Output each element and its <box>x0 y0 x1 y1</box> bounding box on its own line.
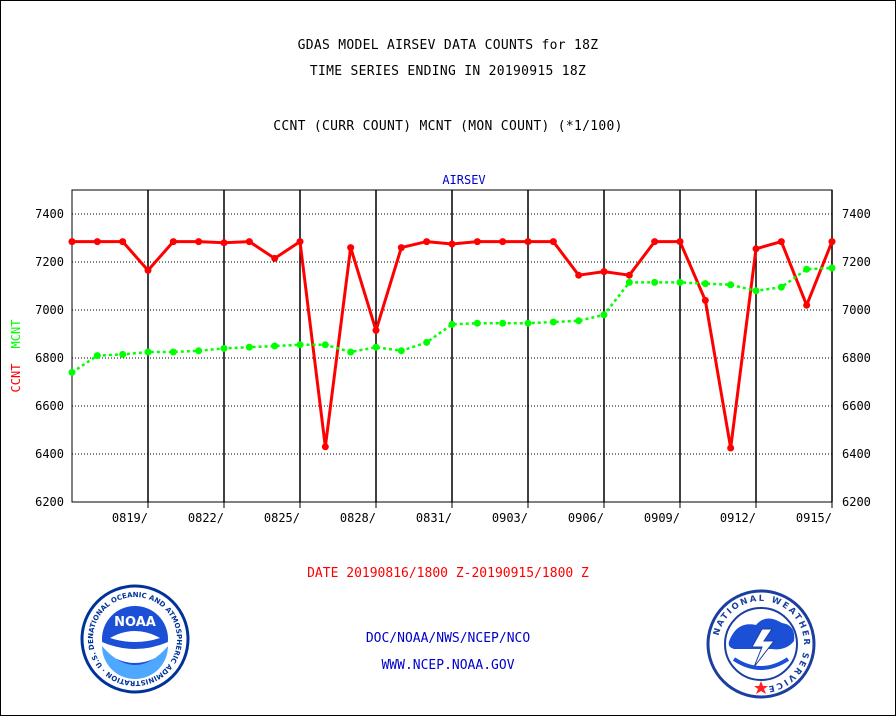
data-point-mcnt <box>499 319 507 327</box>
y-tick-label-right: 6200 <box>842 495 871 509</box>
data-point-ccnt <box>372 326 380 334</box>
y-tick-label-left: 7200 <box>35 255 64 269</box>
data-point-ccnt <box>144 266 152 274</box>
data-point-ccnt <box>68 238 76 246</box>
chart-title-line2: TIME SERIES ENDING IN 20190915 18Z <box>309 64 587 79</box>
x-tick-label: 0825/ <box>264 511 300 525</box>
y-axis-label-ccnt: CCNT <box>9 364 23 393</box>
data-point-mcnt <box>701 280 709 288</box>
data-point-ccnt <box>93 238 101 246</box>
data-point-mcnt <box>195 347 203 355</box>
data-point-ccnt <box>499 238 507 246</box>
data-point-mcnt <box>803 265 811 273</box>
data-point-ccnt <box>676 238 684 246</box>
data-point-mcnt <box>448 320 456 328</box>
data-point-mcnt <box>93 352 101 360</box>
data-point-ccnt <box>423 238 431 246</box>
nws-logo: NATIONAL WEATHER SERVICE <box>706 589 816 699</box>
data-point-mcnt <box>68 368 76 376</box>
data-point-mcnt <box>372 343 380 351</box>
data-point-mcnt <box>625 278 633 286</box>
x-tick-label: 0819/ <box>112 511 148 525</box>
data-point-mcnt <box>777 283 785 291</box>
data-point-mcnt <box>347 348 355 356</box>
y-tick-label-right: 6600 <box>842 399 871 413</box>
y-tick-label-left: 6400 <box>35 447 64 461</box>
data-point-ccnt <box>271 254 279 262</box>
date-range-label: DATE 20190816/1800 Z-20190915/1800 Z <box>307 566 589 581</box>
data-point-ccnt <box>752 245 760 253</box>
y-axis-label-mcnt: MCNT <box>9 320 23 349</box>
data-point-mcnt <box>651 278 659 286</box>
y-tick-label-right: 6400 <box>842 447 871 461</box>
data-point-ccnt <box>245 238 253 246</box>
data-point-mcnt <box>119 350 127 358</box>
data-point-mcnt <box>524 319 532 327</box>
data-point-ccnt <box>549 238 557 246</box>
data-point-ccnt <box>651 238 659 246</box>
data-point-ccnt <box>397 244 405 252</box>
data-point-mcnt <box>828 264 836 272</box>
data-point-ccnt <box>625 271 633 279</box>
data-point-ccnt <box>524 238 532 246</box>
y-tick-label-right: 7200 <box>842 255 871 269</box>
data-point-ccnt <box>347 244 355 252</box>
noaa-logo-text: NOAA <box>114 615 156 630</box>
data-point-mcnt <box>473 319 481 327</box>
data-point-ccnt <box>321 443 329 451</box>
data-point-ccnt <box>119 238 127 246</box>
data-point-ccnt <box>777 238 785 246</box>
x-tick-label: 0822/ <box>188 511 224 525</box>
data-point-mcnt <box>321 341 329 349</box>
y-tick-label-left: 6800 <box>35 351 64 365</box>
data-point-mcnt <box>727 281 735 289</box>
y-tick-label-left: 6600 <box>35 399 64 413</box>
data-point-mcnt <box>600 311 608 319</box>
website-label: WWW.NCEP.NOAA.GOV <box>381 658 515 673</box>
x-tick-label: 0915/ <box>796 511 832 525</box>
data-point-mcnt <box>271 342 279 350</box>
data-point-mcnt <box>575 317 583 325</box>
y-tick-label-left: 7000 <box>35 303 64 317</box>
data-point-mcnt <box>169 348 177 356</box>
x-tick-label: 0903/ <box>492 511 528 525</box>
x-tick-label: 0906/ <box>568 511 604 525</box>
data-point-ccnt <box>448 240 456 248</box>
plot-label: AIRSEV <box>442 173 485 187</box>
data-point-ccnt <box>220 239 228 247</box>
x-tick-label: 0912/ <box>720 511 756 525</box>
y-tick-label-right: 6800 <box>842 351 871 365</box>
y-tick-label-right: 7000 <box>842 303 871 317</box>
data-point-mcnt <box>144 348 152 356</box>
chart-subtitle: CCNT (CURR COUNT) MCNT (MON COUNT) (*1/1… <box>273 119 623 134</box>
data-point-mcnt <box>245 343 253 351</box>
data-point-ccnt <box>701 296 709 304</box>
data-point-ccnt <box>169 238 177 246</box>
data-point-ccnt <box>296 238 304 246</box>
chart-title-line1: GDAS MODEL AIRSEV DATA COUNTS for 18Z <box>297 38 599 53</box>
org-path-label: DOC/NOAA/NWS/NCEP/NCO <box>365 631 531 646</box>
data-point-ccnt <box>473 238 481 246</box>
data-point-mcnt <box>549 318 557 326</box>
y-tick-label-right: 7400 <box>842 207 871 221</box>
y-tick-label-left: 6200 <box>35 495 64 509</box>
data-point-ccnt <box>828 238 836 246</box>
y-tick-label-left: 7400 <box>35 207 64 221</box>
data-point-ccnt <box>803 301 811 309</box>
data-point-ccnt <box>195 238 203 246</box>
x-tick-label: 0909/ <box>644 511 680 525</box>
data-point-ccnt <box>600 268 608 276</box>
data-point-mcnt <box>397 347 405 355</box>
data-point-mcnt <box>296 341 304 349</box>
x-tick-label: 0831/ <box>416 511 452 525</box>
data-point-mcnt <box>423 338 431 346</box>
data-point-ccnt <box>575 271 583 279</box>
data-point-mcnt <box>752 287 760 295</box>
data-point-ccnt <box>727 444 735 452</box>
data-point-mcnt <box>220 344 228 352</box>
x-tick-label: 0828/ <box>340 511 376 525</box>
data-point-mcnt <box>676 278 684 286</box>
noaa-logo: NATIONAL OCEANIC AND ATMOSPHERIC ADMINIS… <box>80 584 190 694</box>
